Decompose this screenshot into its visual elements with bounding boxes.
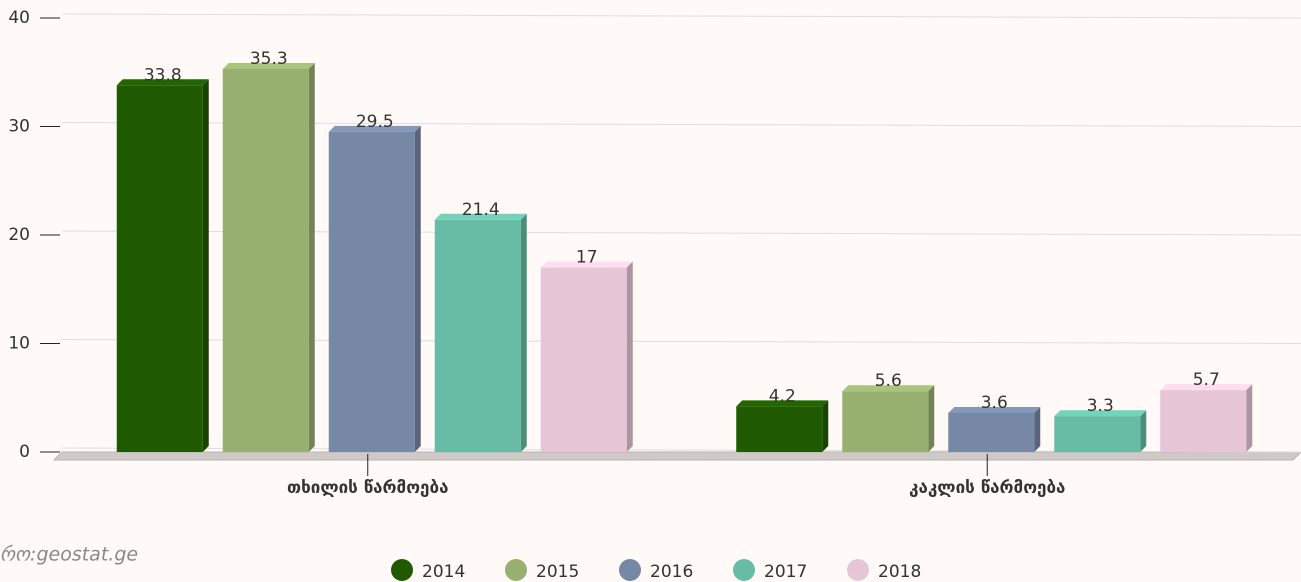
bar: [736, 406, 823, 452]
y-tick-label: 10: [8, 334, 30, 354]
floor: [52, 451, 1301, 461]
bar-side: [822, 400, 829, 452]
grid-line: [61, 13, 1301, 19]
legend-swatch: [847, 559, 869, 581]
bar: [1054, 416, 1141, 452]
data-label: 21.4: [462, 200, 500, 220]
data-label: 5.6: [875, 371, 902, 391]
bar-side: [1034, 406, 1041, 452]
legend-label: 2015: [536, 562, 579, 582]
bar-top: [540, 261, 633, 268]
bar-side: [308, 62, 315, 453]
bar-side: [928, 385, 935, 452]
data-label: 3.3: [1087, 396, 1114, 416]
y-tick-label: 0: [19, 442, 30, 462]
data-label: 5.7: [1193, 370, 1220, 390]
bar-top: [222, 62, 315, 69]
data-label: 17: [576, 248, 598, 268]
legend-swatch: [391, 559, 413, 581]
bar-side: [1140, 410, 1147, 452]
bar: [328, 131, 415, 453]
bar-top: [1054, 410, 1147, 417]
bar-top: [842, 385, 935, 392]
bar-top: [948, 406, 1041, 413]
data-label: 29.5: [356, 112, 394, 132]
data-label: 35.3: [250, 49, 288, 69]
bar: [116, 85, 203, 453]
bar: [434, 219, 521, 452]
bar: [222, 68, 309, 453]
legend-label: 2016: [650, 562, 693, 582]
bar-top: [434, 213, 527, 220]
x-tick-label: თხილის წარმოება: [287, 478, 448, 498]
legend-swatch: [619, 559, 641, 581]
y-tick-label: 30: [8, 117, 30, 137]
bar-side: [414, 125, 421, 453]
bar-side: [1246, 384, 1253, 452]
data-label: 33.8: [144, 65, 182, 85]
bar: [948, 412, 1035, 452]
bar-top: [1160, 384, 1253, 391]
data-label: 4.2: [769, 386, 796, 406]
bar-top: [328, 125, 421, 132]
legend-label: 2014: [422, 562, 465, 582]
bar: [1160, 390, 1247, 452]
bar-top: [116, 79, 209, 86]
legend-swatch: [733, 559, 755, 581]
x-tick-label: კაკლის წარმოება: [909, 478, 1065, 498]
y-tick-label: 40: [8, 8, 30, 28]
bar: [540, 267, 627, 452]
source: რო:geostat.ge: [0, 544, 138, 566]
y-tick-label: 20: [8, 225, 30, 245]
bar-top: [736, 400, 829, 407]
bar: [842, 391, 929, 452]
data-label: 3.6: [981, 393, 1008, 413]
bar-side: [626, 261, 633, 452]
bar-side: [202, 79, 209, 453]
legend-swatch: [505, 559, 527, 581]
legend-label: 2017: [764, 562, 807, 582]
legend-label: 2018: [878, 562, 921, 582]
bar-side: [520, 213, 527, 452]
